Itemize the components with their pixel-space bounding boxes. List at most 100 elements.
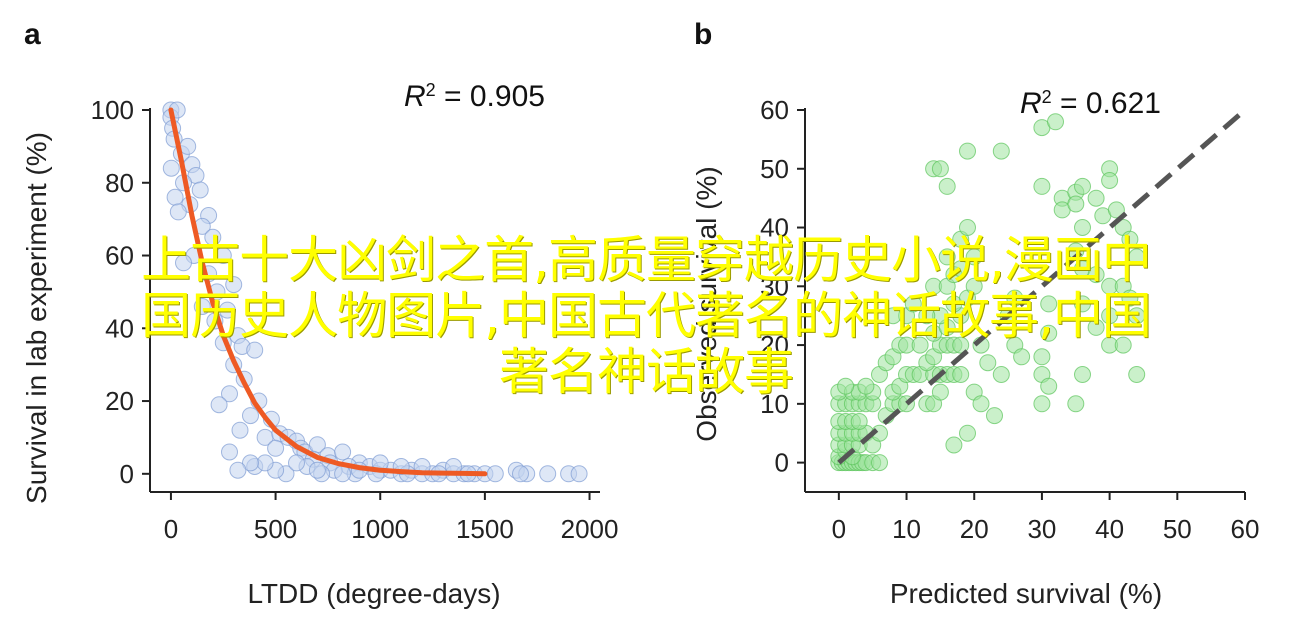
panel-a-data-point (242, 454, 259, 472)
panel-a-axes: 0 500 1000 1500 2000 0 20 40 60 80 100 (91, 95, 619, 544)
panel-b-data-point (1101, 172, 1119, 189)
panel-a-x-tick-label: 1500 (456, 514, 514, 544)
panel-b-x-tick-label: 20 (960, 514, 989, 544)
panel-b-data-point (1074, 295, 1091, 313)
panel-b-data-point (959, 142, 976, 160)
panel-b-data-point (1040, 324, 1058, 342)
panel-b-x-tick-label: 0 (832, 514, 846, 544)
panel-a-data-point (486, 465, 504, 483)
panel-b-data-point (1033, 348, 1051, 366)
panel-b-data-point (972, 395, 990, 413)
panel-b: b R2 = 0.621 0 10 20 30 40 50 600102030405060 … (691, 18, 1259, 609)
panel-a: a R2 = 0.905 0 500 1000 1500 2000 0 20 40 60 80 10… (21, 18, 618, 609)
panel-a-data-point (218, 301, 236, 319)
panel-b-y-tick-label: 10 (760, 389, 789, 419)
panel-b-data-point (938, 248, 956, 266)
panel-b-data-point (931, 160, 949, 178)
panel-a-r2-annotation: R2 = 0.905 (404, 80, 545, 113)
panel-b-data-point (1067, 195, 1085, 213)
panel-b-data-point (1040, 377, 1058, 395)
panel-a-y-tick-label: 20 (105, 386, 134, 416)
panel-b-axes: 0 10 20 30 40 50 60 0 10 20 30 40 50 60 (760, 95, 1259, 544)
panel-b-data-point (992, 366, 1010, 383)
panel-b-data-point (850, 413, 868, 430)
panel-b-data-point (965, 277, 983, 295)
panel-b-data-point (1006, 289, 1024, 307)
panel-b-x-tick-label: 10 (892, 514, 921, 544)
panel-b-y-tick-label: 40 (760, 213, 789, 243)
panel-b-data-point (938, 177, 956, 195)
panel-b-data-point (871, 454, 888, 472)
panel-a-x-tick-label: 1000 (351, 514, 409, 544)
panel-b-data-point (1128, 366, 1146, 383)
panel-a-data-point (512, 465, 529, 483)
panel-b-y-tick-label: 50 (760, 154, 789, 184)
panel-a-data-point (242, 407, 259, 425)
panel-b-y-tick-label: 0 (775, 448, 789, 478)
panel-b-x-tick-label: 40 (1095, 514, 1124, 544)
panel-b-data-point (952, 366, 970, 383)
panel-b-data-point (884, 307, 902, 325)
panel-b-data-point (1128, 248, 1146, 266)
panel-a-data-point (334, 465, 352, 483)
panel-a-data-point (334, 443, 352, 461)
panel-b-data-point (1033, 177, 1051, 195)
panel-a-data-point (204, 228, 222, 246)
panel-b-data-point (918, 307, 936, 325)
panel-b-x-axis-title: Predicted survival (%) (890, 578, 1162, 609)
panel-a-y-tick-label: 0 (120, 459, 134, 489)
panel-a-fit-curve (168, 107, 488, 477)
panel-a-data-point (229, 461, 247, 479)
panel-b-data-point (952, 336, 970, 354)
panel-b-data-point (1101, 307, 1119, 325)
panel-a-data-point (191, 181, 209, 199)
panel-a-data-point (570, 465, 588, 483)
panel-b-x-tick-label: 50 (1163, 514, 1192, 544)
panel-b-data-point (1074, 366, 1091, 383)
panel-b-data-point (1087, 266, 1105, 284)
panel-a-data-point (166, 188, 184, 206)
panel-b-data-point (911, 336, 929, 354)
panel-a-data-point (210, 396, 228, 414)
panel-a-data-point (162, 159, 180, 177)
panel-b-y-tick-label: 20 (760, 330, 789, 360)
panel-b-data-point (952, 260, 970, 278)
panel-b-data-point (992, 142, 1010, 160)
panel-a-y-tick-label: 100 (91, 95, 134, 125)
panel-b-data-point (979, 354, 997, 372)
panel-b-data-point (1087, 318, 1105, 336)
panel-a-data-point (308, 461, 326, 479)
overlay-line-1: 上古十大凶剑之首,高质量穿越历史小说,漫画中 (141, 231, 1152, 289)
panel-a-data-point (246, 341, 264, 359)
panel-a-y-tick-label: 80 (105, 168, 134, 198)
overlay-line-2: 国历史人物图片,中国古代著名的神话故事,中国 (141, 287, 1152, 345)
panel-b-data-point (1114, 336, 1132, 354)
panel-b-data-point (1013, 348, 1031, 366)
watermark-overlay-text: 上古十大凶剑之首,高质量穿越历史小说,漫画中 国历史人物图片,中国古代著名的神话… (30, 232, 1262, 400)
panel-a-data-point (169, 203, 187, 221)
panel-a-x-axis-title: LTDD (degree-days) (247, 578, 500, 609)
panel-b-x-tick-label: 60 (1231, 514, 1260, 544)
panel-b-x-tick-label: 30 (1027, 514, 1056, 544)
panel-b-data-point (1107, 201, 1125, 219)
panel-b-y-tick-label: 30 (760, 271, 789, 301)
panel-a-data-point (288, 454, 305, 472)
panel-b-data-point (959, 424, 976, 442)
panel-a-y-tick-label: 60 (105, 241, 134, 271)
panel-b-data-point (986, 407, 1003, 425)
panel-a-data-point (256, 454, 274, 472)
panel-b-data-point (1074, 219, 1091, 236)
panel-b-data-point (1121, 230, 1139, 248)
panel-a-data-point (225, 276, 243, 294)
panel-b-data-point (959, 219, 976, 236)
panel-a-y-axis-title: Survival in lab experiment (%) (21, 132, 52, 504)
panel-b-data-point (837, 377, 855, 395)
panel-a-data-point (267, 439, 285, 457)
panel-b-y-axis-title: Observed survival (%) (691, 166, 722, 441)
panel-b-data-point (965, 248, 983, 266)
panel-b-data-point (1074, 177, 1091, 195)
panel-a-letter: a (24, 18, 41, 51)
panel-a-y-tick-label: 40 (105, 313, 134, 343)
panel-b-data-point (1128, 307, 1146, 325)
panel-a-data-point (539, 465, 557, 483)
